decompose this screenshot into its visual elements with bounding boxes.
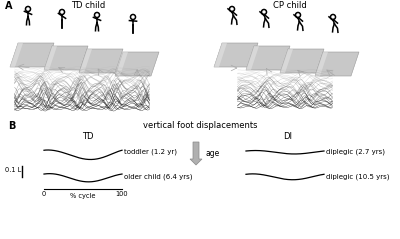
Polygon shape (246, 46, 290, 70)
Text: DI: DI (284, 132, 292, 141)
Text: CP child: CP child (273, 1, 307, 10)
Polygon shape (115, 52, 159, 76)
Polygon shape (44, 46, 57, 70)
Text: diplegic (2.7 yrs): diplegic (2.7 yrs) (326, 149, 385, 155)
Polygon shape (115, 52, 128, 76)
Polygon shape (79, 49, 123, 73)
Text: older child (6.4 yrs): older child (6.4 yrs) (124, 174, 192, 180)
Polygon shape (44, 46, 88, 70)
Polygon shape (315, 52, 359, 76)
Text: 0: 0 (42, 191, 46, 197)
Polygon shape (246, 46, 259, 70)
Polygon shape (280, 49, 293, 73)
Text: A: A (5, 1, 12, 11)
Polygon shape (10, 43, 23, 67)
Polygon shape (214, 43, 258, 67)
Text: % cycle: % cycle (70, 193, 96, 199)
Polygon shape (315, 52, 328, 76)
FancyArrow shape (190, 142, 202, 165)
Polygon shape (280, 49, 324, 73)
Text: toddler (1.2 yr): toddler (1.2 yr) (124, 149, 177, 155)
Text: vertical foot displacements: vertical foot displacements (143, 121, 257, 130)
Polygon shape (79, 49, 92, 73)
Text: age: age (205, 149, 219, 158)
Text: TD: TD (82, 132, 94, 141)
Polygon shape (214, 43, 227, 67)
Polygon shape (10, 43, 54, 67)
Text: 0.1 L: 0.1 L (5, 168, 21, 174)
Text: diplegic (10.5 yrs): diplegic (10.5 yrs) (326, 174, 390, 180)
Text: TD child: TD child (71, 1, 105, 10)
Text: 100: 100 (116, 191, 128, 197)
Text: B: B (8, 121, 15, 131)
